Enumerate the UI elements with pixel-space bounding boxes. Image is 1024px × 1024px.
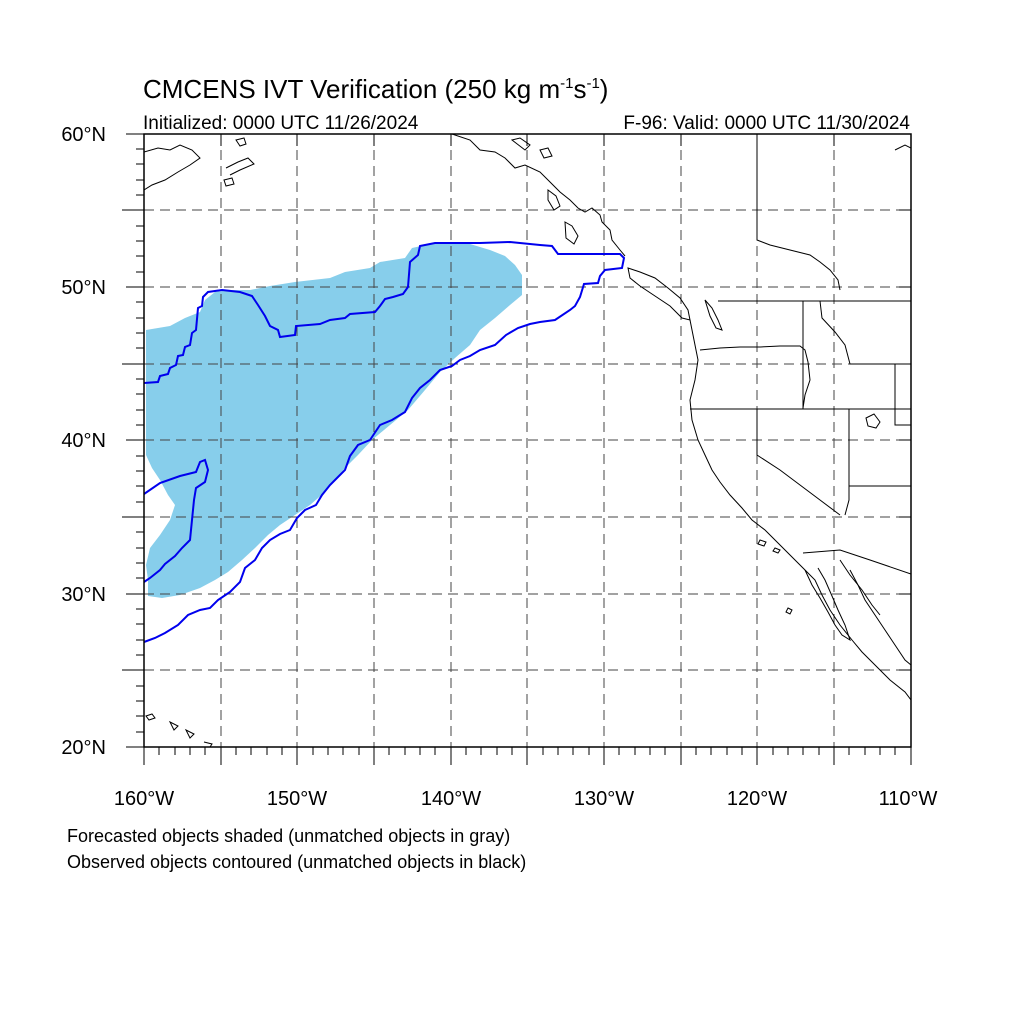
coastlines [144, 134, 911, 747]
lat-label-60n: 60°N [61, 124, 106, 146]
forecast-object [146, 244, 522, 598]
map-area [144, 134, 911, 747]
lon-label-120w: 120°W [727, 788, 787, 810]
observed-contour-main [144, 240, 626, 643]
lat-label-20n: 20°N [61, 737, 106, 759]
lon-label-130w: 130°W [574, 788, 634, 810]
lat-label-30n: 30°N [61, 584, 106, 606]
initialized-label: Initialized: 0000 UTC 11/26/2024 [143, 113, 419, 134]
observed-contour-small [144, 458, 210, 583]
tick-marks [122, 133, 912, 765]
lat-label-40n: 40°N [61, 430, 106, 452]
note-forecast: Forecasted objects shaded (unmatched obj… [67, 826, 510, 846]
observed-contours [144, 240, 626, 643]
lat-labels: 60°N 50°N 40°N 30°N 20°N [61, 124, 106, 759]
lon-label-150w: 150°W [267, 788, 327, 810]
figure-title: CMCENS IVT Verification (250 kg m-1s-1) [143, 74, 608, 104]
lon-label-110w: 110°W [879, 788, 938, 810]
lat-label-50n: 50°N [61, 277, 106, 299]
note-observed: Observed objects contoured (unmatched ob… [67, 852, 526, 872]
valid-label: F-96: Valid: 0000 UTC 11/30/2024 [623, 113, 910, 134]
lon-labels: 160°W 150°W 140°W 130°W 120°W 110°W [114, 788, 938, 810]
lon-label-160w: 160°W [114, 788, 174, 810]
lon-label-140w: 140°W [421, 788, 481, 810]
state-boundaries [690, 134, 911, 575]
